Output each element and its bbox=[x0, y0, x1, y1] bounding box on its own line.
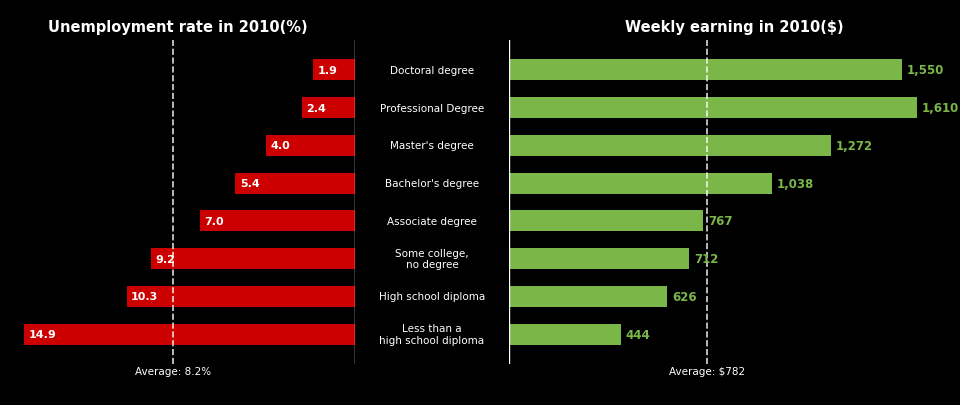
Title: Weekly earning in 2010($): Weekly earning in 2010($) bbox=[625, 20, 844, 35]
Bar bbox=[509, 211, 704, 232]
Text: Master's degree: Master's degree bbox=[390, 141, 474, 151]
Bar bbox=[301, 98, 355, 119]
Text: Less than a
high school diploma: Less than a high school diploma bbox=[379, 324, 485, 345]
Bar bbox=[151, 249, 355, 269]
Bar bbox=[235, 173, 355, 194]
Bar bbox=[24, 324, 355, 345]
Bar bbox=[509, 173, 772, 194]
Text: Doctoral degree: Doctoral degree bbox=[390, 66, 474, 76]
Bar bbox=[509, 249, 689, 269]
Text: 9.2: 9.2 bbox=[156, 254, 176, 264]
Text: High school diploma: High school diploma bbox=[379, 292, 485, 302]
Bar bbox=[127, 286, 355, 307]
Bar bbox=[509, 98, 917, 119]
Text: Some college,
no degree: Some college, no degree bbox=[396, 248, 468, 270]
Text: 1,550: 1,550 bbox=[906, 64, 944, 77]
Bar bbox=[509, 286, 667, 307]
Text: 767: 767 bbox=[708, 215, 732, 228]
Bar bbox=[313, 60, 355, 81]
Text: 1.9: 1.9 bbox=[318, 66, 337, 76]
Text: 5.4: 5.4 bbox=[240, 179, 259, 189]
Text: Associate degree: Associate degree bbox=[387, 216, 477, 226]
Text: Average: $782: Average: $782 bbox=[669, 367, 745, 376]
Text: Bachelor's degree: Bachelor's degree bbox=[385, 179, 479, 189]
Text: 4.0: 4.0 bbox=[271, 141, 291, 151]
Text: Professional Degree: Professional Degree bbox=[380, 103, 484, 113]
Text: Average: 8.2%: Average: 8.2% bbox=[135, 367, 211, 376]
Text: 14.9: 14.9 bbox=[29, 329, 57, 339]
Text: 10.3: 10.3 bbox=[131, 292, 158, 302]
Text: 1,610: 1,610 bbox=[922, 102, 959, 115]
Text: 2.4: 2.4 bbox=[306, 103, 326, 113]
Bar bbox=[509, 60, 901, 81]
Text: 1,272: 1,272 bbox=[836, 139, 873, 152]
Text: 7.0: 7.0 bbox=[204, 216, 224, 226]
Text: 712: 712 bbox=[694, 253, 718, 266]
Text: 1,038: 1,038 bbox=[777, 177, 814, 190]
Text: 626: 626 bbox=[672, 290, 697, 303]
Bar bbox=[509, 324, 621, 345]
Text: 444: 444 bbox=[626, 328, 651, 341]
Bar bbox=[509, 136, 831, 156]
Bar bbox=[200, 211, 355, 232]
Bar bbox=[266, 136, 355, 156]
Title: Unemployment rate in 2010(%): Unemployment rate in 2010(%) bbox=[48, 20, 307, 35]
